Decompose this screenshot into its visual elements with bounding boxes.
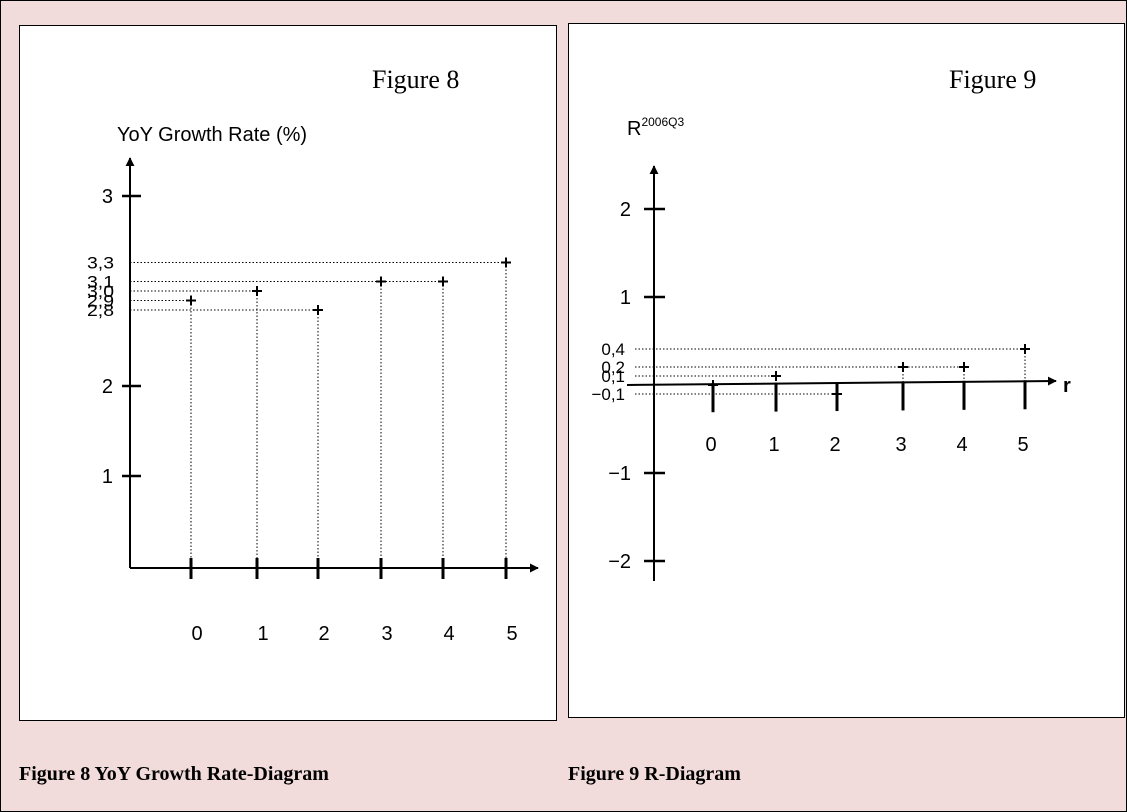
x-tick-label: 0 xyxy=(191,623,202,645)
x-tick-label: 4 xyxy=(443,623,454,645)
y-tick-label: 2 xyxy=(102,376,113,398)
y-value-label: 3,1 xyxy=(87,273,114,292)
y-axis-title-base: R xyxy=(627,118,641,140)
x-tick-label: 4 xyxy=(956,434,967,456)
y-tick-label: 1 xyxy=(102,466,113,488)
y-tick-label: 3 xyxy=(102,186,113,208)
y-value-label: −0,1 xyxy=(591,385,625,404)
y-value-label: 0,2 xyxy=(601,358,625,377)
x-tick-label: 0 xyxy=(705,434,716,456)
figure-label: Figure 8 xyxy=(372,65,459,94)
y-tick-label: 1 xyxy=(620,287,631,309)
y-value-label: 2,8 xyxy=(87,301,114,320)
figure-9-chart: Figure 9 R2006Q3 r 2 1 −1 −2 0 1 2 3 4 5 0,40,20,1−… xyxy=(591,65,1071,581)
figure-9-panel: Figure 9 R2006Q3 r 2 1 −1 −2 0 1 2 3 4 5 0,4 0,2 0,1−… xyxy=(568,23,1125,718)
y-axis-title: R2006Q3 xyxy=(627,115,684,140)
x-tick-label: 3 xyxy=(381,623,392,645)
x-tick-label: 2 xyxy=(318,623,329,645)
x-tick-label: 5 xyxy=(1017,434,1028,456)
y-tick-label: −2 xyxy=(608,551,631,573)
y-value-label: 2,9 xyxy=(87,292,114,311)
figure-label: Figure 9 xyxy=(949,65,1036,94)
y-tick-label: −1 xyxy=(608,463,631,485)
figure-8-chart: Figure 8 YoY Growth Rate (%) 1 2 3 0 1 2 3 4 5 3,… xyxy=(87,65,539,645)
x-tick-label: 2 xyxy=(829,434,840,456)
y-value-label: 0,1 xyxy=(601,367,625,386)
y-value-label: 3,3 xyxy=(87,254,114,273)
y-tick-label: 2 xyxy=(620,199,631,221)
figure-9-caption: Figure 9 R-Diagram xyxy=(568,763,741,785)
x-tick-label: 1 xyxy=(257,623,268,645)
y-value-label: 3,0 xyxy=(87,282,114,301)
x-tick-label: 1 xyxy=(768,434,779,456)
x-axis xyxy=(626,376,1057,386)
y-axis-title-superscript: 2006Q3 xyxy=(641,115,684,129)
figure-8-caption: Figure 8 YoY Growth Rate-Diagram xyxy=(19,763,329,785)
y-axis-title: YoY Growth Rate (%) xyxy=(117,124,307,146)
figure-8-panel: Figure 8 YoY Growth Rate (%) 1 2 3 0 1 2 3 4 5 3,… xyxy=(19,25,557,721)
y-value-label: 0,4 xyxy=(601,340,625,359)
x-tick-label: 5 xyxy=(506,623,517,645)
x-tick-label: 3 xyxy=(895,434,906,456)
x-axis-title: r xyxy=(1063,375,1071,397)
